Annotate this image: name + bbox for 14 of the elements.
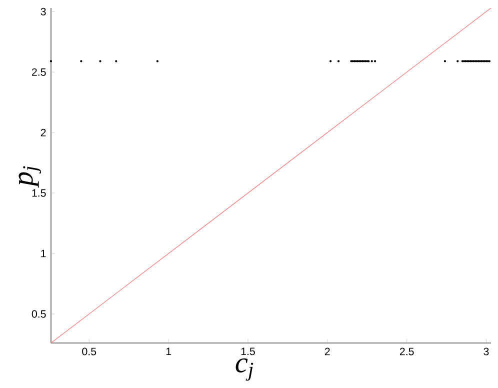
y-tick-label: 1.5 [32, 189, 46, 197]
y-tick-label: 0.5 [32, 310, 46, 318]
x-tick-label: 1.5 [241, 348, 255, 356]
y-tick-label: 1 [41, 250, 46, 258]
x-tick-label: 1 [166, 348, 171, 356]
y-tick-label: 2.5 [32, 68, 46, 76]
y-tick-label: 3 [40, 8, 46, 16]
x-tick-label: 2.5 [400, 348, 414, 356]
y-tick-label: 2 [40, 128, 46, 136]
x-tick-label: 3 [484, 348, 489, 356]
x-axis-title: c$_{j}$ [236, 358, 254, 381]
y-axis-title: p$_{j}$ [18, 166, 42, 188]
x-tick-label: 0.5 [82, 348, 96, 356]
x-tick-label: 2 [324, 348, 330, 356]
